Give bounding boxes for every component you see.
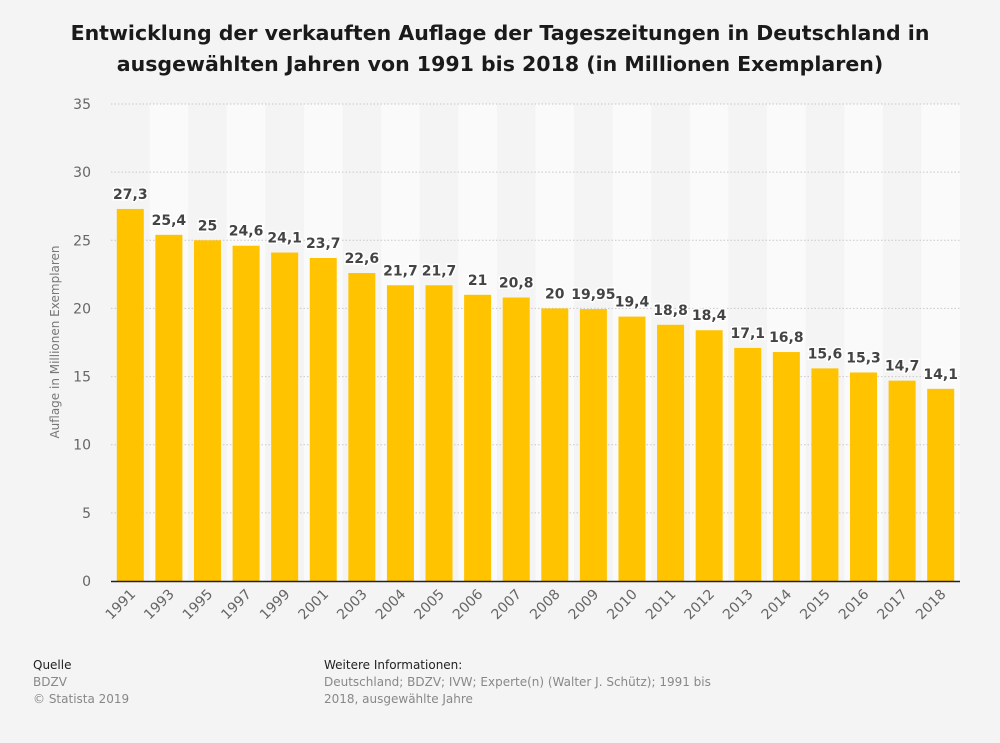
bar-1999 — [271, 252, 299, 581]
x-tick-label: 1999 — [257, 587, 294, 624]
data-label: 19,95 — [571, 287, 615, 303]
x-tick-label: 2005 — [411, 587, 448, 624]
x-tick-label: 2004 — [373, 586, 410, 623]
data-label: 22,6 — [345, 251, 380, 267]
bar-2006 — [464, 294, 492, 581]
x-tick-label: 1997 — [218, 587, 255, 624]
data-label: 27,3 — [113, 187, 148, 203]
x-tick-label: 2018 — [913, 587, 950, 624]
source-text: BDZV — [33, 675, 67, 689]
x-tick-label: 2009 — [566, 587, 603, 624]
x-tick-label: 2010 — [604, 587, 641, 624]
info-line: Deutschland; BDZV; IVW; Experte(n) (Walt… — [324, 675, 711, 689]
bar-2004 — [386, 285, 414, 581]
data-label: 15,3 — [846, 350, 881, 366]
x-tick-label: 2013 — [720, 587, 757, 624]
x-tick-label: 2008 — [527, 587, 564, 624]
y-tick-label: 5 — [82, 506, 91, 522]
y-tick-label: 10 — [73, 438, 91, 454]
y-tick-label: 35 — [73, 97, 91, 113]
source-block: Quelle BDZV © Statista 2019 — [33, 657, 129, 708]
bar-1991 — [116, 208, 144, 581]
bar-2011 — [657, 324, 685, 581]
x-tick-label: 2012 — [681, 587, 718, 624]
x-tick-label: 2015 — [797, 587, 834, 624]
bar-2003 — [348, 272, 376, 581]
x-tick-label: 2017 — [874, 587, 911, 624]
chart-title: Entwicklung der verkauften Auflage der T… — [70, 21, 930, 76]
data-label: 18,4 — [692, 308, 727, 324]
data-label: 20 — [545, 286, 565, 302]
data-label: 14,1 — [923, 367, 958, 383]
x-tick-label: 2016 — [836, 586, 873, 623]
y-tick-label: 30 — [73, 165, 91, 181]
bar-2005 — [425, 285, 453, 581]
data-label: 18,8 — [653, 303, 688, 319]
data-label: 21,7 — [422, 263, 457, 279]
x-tick-label: 1995 — [180, 587, 217, 624]
data-label: 24,6 — [229, 224, 264, 240]
bar-2017 — [888, 380, 916, 581]
bar-1993 — [155, 234, 183, 581]
y-axis-label: Auflage in Millionen Exemplaren — [48, 245, 62, 438]
y-tick-label: 25 — [73, 233, 91, 249]
data-label: 25 — [198, 218, 217, 234]
data-label: 23,7 — [306, 236, 341, 252]
bar-2008 — [541, 308, 569, 581]
x-tick-label: 1991 — [103, 587, 140, 624]
info-block: Weitere Informationen: Deutschland; BDZV… — [324, 657, 711, 708]
bar-2018 — [927, 388, 955, 581]
info-line: 2018, ausgewählte Jahre — [324, 692, 473, 706]
bar-2015 — [811, 368, 839, 581]
bar-2009 — [579, 309, 607, 581]
bar-1995 — [193, 240, 221, 582]
bar-2012 — [695, 330, 723, 581]
x-tick-label: 1993 — [141, 587, 178, 624]
data-label: 17,1 — [730, 326, 765, 342]
y-tick-label: 20 — [73, 301, 91, 317]
data-label: 24,1 — [267, 231, 302, 247]
x-tick-label: 2006 — [450, 586, 487, 623]
bar-2013 — [734, 347, 762, 581]
data-label: 25,4 — [152, 213, 187, 229]
bar-2007 — [502, 297, 530, 581]
bar-2001 — [309, 258, 337, 581]
data-label: 19,4 — [615, 295, 650, 311]
x-tick-label: 2007 — [489, 587, 526, 624]
copyright-text: © Statista 2019 — [33, 692, 130, 706]
source-heading: Quelle — [33, 658, 72, 672]
bar-1997 — [232, 245, 260, 582]
data-label: 16,8 — [769, 330, 804, 346]
data-label: 14,7 — [885, 359, 920, 375]
x-tick-label: 2014 — [759, 586, 796, 623]
x-tick-label: 2001 — [296, 587, 333, 624]
bar-2014 — [772, 352, 800, 581]
bar-2016 — [850, 372, 878, 581]
y-tick-label: 15 — [73, 370, 91, 386]
x-tick-label: 2011 — [643, 587, 680, 624]
data-label: 21,7 — [383, 263, 418, 279]
data-label: 15,6 — [808, 346, 843, 362]
info-heading: Weitere Informationen: — [324, 658, 463, 672]
data-label: 20,8 — [499, 276, 534, 292]
data-label: 21 — [468, 273, 487, 289]
bar-2010 — [618, 316, 646, 581]
y-tick-label: 0 — [82, 574, 91, 590]
x-tick-label: 2003 — [334, 587, 371, 624]
